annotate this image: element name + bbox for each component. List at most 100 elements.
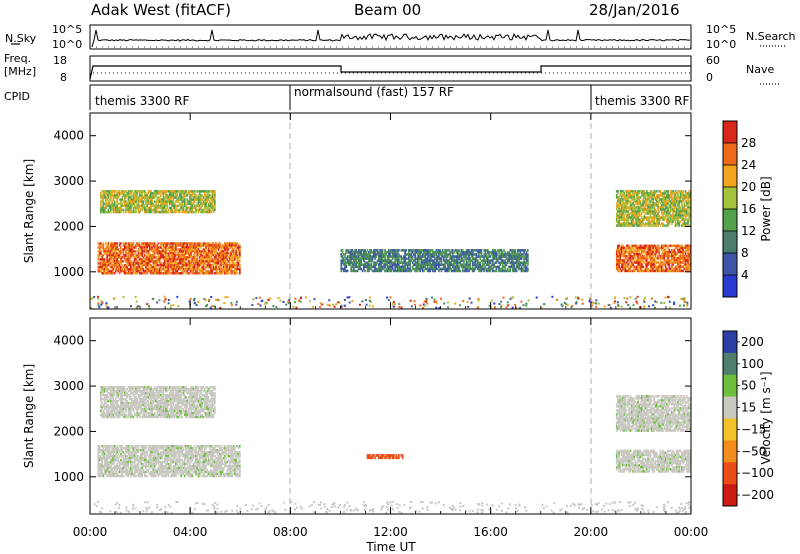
range-gate-cell bbox=[395, 255, 398, 258]
range-gate-cell bbox=[463, 253, 465, 256]
range-gate-cell bbox=[138, 194, 141, 197]
range-gate-cell bbox=[671, 208, 673, 211]
range-gate-cell bbox=[136, 242, 138, 245]
range-gate-cell bbox=[684, 250, 687, 254]
range-gate-cell bbox=[147, 266, 150, 269]
range-gate-cell bbox=[158, 256, 161, 259]
range-gate-cell bbox=[125, 196, 127, 199]
range-gate-cell bbox=[145, 256, 147, 259]
range-gate-cell bbox=[449, 263, 451, 266]
range-gate-cell bbox=[438, 253, 440, 256]
range-gate-cell bbox=[111, 254, 113, 257]
range-gate-cell bbox=[167, 208, 170, 212]
range-gate-cell bbox=[366, 265, 369, 269]
range-gate-cell bbox=[650, 198, 653, 201]
range-gate-cell bbox=[453, 251, 455, 254]
range-gate-cell bbox=[224, 248, 226, 251]
range-gate-cell bbox=[369, 249, 371, 252]
range-gate-cell bbox=[474, 253, 477, 256]
range-gate-cell bbox=[237, 244, 240, 247]
range-gate-cell bbox=[360, 261, 363, 264]
range-gate-cell bbox=[683, 212, 686, 215]
range-gate-cell bbox=[635, 253, 638, 256]
range-gate-cell bbox=[617, 267, 619, 271]
range-gate-cell bbox=[138, 254, 141, 257]
range-gate-cell bbox=[560, 303, 563, 306]
range-gate-cell bbox=[525, 267, 528, 271]
range-gate-cell bbox=[404, 251, 406, 254]
range-gate-cell bbox=[622, 244, 624, 248]
range-gate-cell bbox=[409, 259, 411, 262]
range-gate-cell bbox=[364, 255, 366, 258]
range-gate-cell bbox=[217, 254, 220, 257]
range-gate-cell bbox=[130, 256, 132, 259]
range-gate-cell bbox=[182, 206, 185, 210]
range-gate-cell bbox=[105, 200, 107, 203]
range-gate-cell bbox=[652, 194, 654, 197]
range-gate-cell bbox=[128, 194, 131, 197]
range-gate-cell bbox=[239, 248, 241, 251]
range-gate-cell bbox=[676, 196, 678, 199]
range-gate-cell bbox=[504, 265, 507, 269]
range-gate-cell bbox=[175, 270, 177, 273]
range-gate-cell bbox=[205, 260, 207, 263]
range-gate-cell bbox=[153, 256, 156, 259]
range-gate-cell bbox=[378, 253, 380, 256]
range-gate-cell bbox=[620, 244, 623, 248]
range-gate-cell bbox=[619, 255, 622, 258]
range-gate-cell bbox=[346, 251, 349, 254]
range-gate-cell bbox=[178, 242, 181, 245]
range-gate-cell bbox=[351, 263, 354, 266]
range-gate-cell bbox=[187, 272, 190, 275]
range-gate-cell bbox=[669, 244, 672, 248]
range-gate-cell bbox=[620, 208, 623, 211]
range-gate-cell bbox=[379, 267, 381, 271]
range-gate-cell bbox=[128, 206, 131, 210]
range-gate-cell bbox=[527, 259, 529, 262]
range-gate-cell bbox=[451, 259, 454, 262]
range-gate-cell bbox=[205, 194, 207, 197]
range-gate-cell bbox=[341, 257, 344, 260]
range-gate-cell bbox=[346, 259, 349, 262]
range-gate-cell bbox=[198, 258, 201, 261]
range-gate-cell bbox=[165, 208, 167, 212]
range-gate-cell bbox=[176, 258, 179, 261]
range-gate-cell bbox=[192, 272, 195, 275]
range-gate-cell bbox=[167, 248, 170, 251]
range-gate-cell bbox=[486, 251, 489, 254]
range-gate-cell bbox=[379, 249, 381, 252]
range-gate-cell bbox=[663, 190, 666, 193]
range-gate-cell bbox=[166, 196, 169, 199]
range-gate-cell bbox=[237, 268, 240, 271]
range-gate-cell bbox=[394, 261, 396, 264]
range-gate-cell bbox=[678, 204, 681, 207]
range-gate-cell bbox=[190, 252, 192, 255]
range-gate-cell bbox=[190, 202, 192, 205]
range-gate-cell bbox=[404, 259, 406, 262]
range-gate-cell bbox=[619, 250, 622, 254]
range-gate-cell bbox=[131, 262, 133, 265]
range-gate-cell bbox=[130, 252, 132, 255]
range-gate-cell bbox=[210, 202, 212, 205]
range-gate-cell bbox=[476, 251, 479, 254]
range-gate-cell bbox=[681, 196, 683, 199]
range-gate-cell bbox=[476, 263, 479, 266]
range-gate-cell bbox=[148, 246, 151, 249]
range-gate-cell bbox=[647, 250, 649, 254]
range-gate-cell bbox=[518, 259, 520, 262]
range-gate-cell bbox=[390, 261, 393, 264]
range-gate-cell bbox=[175, 194, 177, 197]
range-gate-cell bbox=[221, 262, 224, 265]
noise-right-tick-bottom: 10^0 bbox=[706, 38, 736, 51]
range-gate-cell bbox=[630, 220, 633, 223]
range-gate-cell bbox=[352, 265, 355, 269]
range-gate-cell bbox=[489, 261, 492, 264]
range-gate-cell bbox=[640, 265, 643, 268]
range-gate-cell bbox=[163, 246, 166, 249]
range-gate-cell bbox=[456, 257, 459, 260]
range-gate-cell bbox=[105, 202, 107, 205]
range-gate-cell bbox=[195, 248, 197, 251]
range-gate-cell bbox=[677, 250, 679, 254]
range-gate-cell bbox=[489, 265, 492, 269]
range-gate-cell bbox=[667, 222, 669, 225]
